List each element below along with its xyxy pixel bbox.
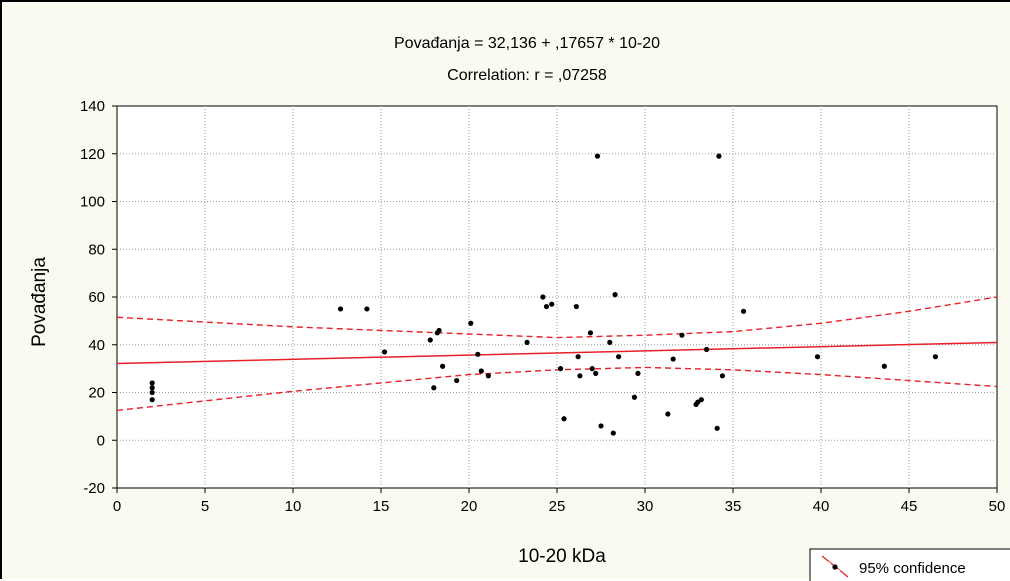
- y-tick-label: 100: [80, 194, 105, 211]
- regression-line: [116, 341, 998, 365]
- y-tick-label: 140: [80, 98, 105, 115]
- data-point: [468, 320, 474, 326]
- data-point: [932, 354, 939, 360]
- data-point: [557, 366, 564, 372]
- legend: 95% confidence: [809, 548, 1010, 581]
- data-point: [635, 370, 641, 376]
- data-point: [575, 354, 581, 360]
- y-tick-label: 80: [88, 241, 105, 258]
- data-point: [440, 363, 446, 369]
- confidence-lower: [116, 366, 998, 412]
- data-point: [485, 373, 491, 379]
- data-point: [589, 366, 595, 372]
- data-point: [612, 292, 618, 298]
- data-point: [714, 425, 720, 431]
- data-point: [364, 306, 370, 312]
- x-tick-label: 0: [113, 498, 121, 515]
- data-point: [337, 306, 344, 312]
- data-point: [679, 332, 685, 338]
- regression-fit: [116, 341, 998, 365]
- x-axis-ticks: 0 5 10 15 20 25 30 35 40 45 50: [113, 488, 1006, 515]
- x-tick-label: 50: [989, 498, 1006, 515]
- y-tick-label: 0: [97, 432, 105, 449]
- data-point: [665, 411, 671, 417]
- data-point: [561, 416, 567, 422]
- data-point: [598, 423, 604, 429]
- x-tick-label: 25: [549, 498, 566, 515]
- grid: [117, 106, 997, 488]
- x-tick-label: 10: [285, 498, 302, 515]
- confidence-band: [116, 296, 998, 412]
- y-axis-ticks: -20 0 20 40 60 80 100 120 140: [80, 98, 117, 497]
- y-tick-label: -20: [83, 480, 105, 497]
- y-tick-label: 120: [80, 146, 105, 163]
- data-point: [587, 330, 594, 336]
- data-point: [607, 339, 613, 345]
- data-points: [149, 153, 939, 436]
- data-point: [549, 301, 555, 307]
- data-point: [670, 356, 676, 362]
- data-point: [543, 303, 550, 310]
- data-point: [593, 370, 599, 376]
- confidence-upper: [116, 296, 998, 339]
- data-point: [381, 349, 388, 355]
- data-point: [577, 373, 583, 379]
- x-tick-label: 20: [461, 498, 478, 515]
- data-point: [716, 153, 722, 159]
- data-point: [631, 394, 638, 400]
- data-point: [573, 303, 579, 310]
- x-tick-label: 45: [901, 498, 918, 515]
- data-point: [478, 368, 484, 374]
- data-point: [704, 346, 710, 353]
- data-point: [594, 153, 601, 159]
- x-tick-label: 15: [373, 498, 390, 515]
- data-point: [475, 351, 481, 357]
- chart-title: Povađanja = 32,136 + ,17657 * 10-20: [394, 35, 660, 52]
- data-point: [436, 327, 442, 334]
- data-point: [149, 389, 155, 396]
- legend-box: [809, 548, 1010, 581]
- data-point: [881, 363, 887, 369]
- legend-label: 95% confidence: [859, 560, 966, 577]
- data-point: [719, 373, 726, 379]
- legend-swatch-point: [832, 564, 838, 570]
- data-point: [616, 354, 622, 360]
- x-tick-label: 30: [637, 498, 654, 515]
- data-point: [149, 380, 155, 386]
- data-point: [149, 385, 155, 391]
- data-point: [814, 354, 821, 360]
- data-point: [149, 397, 155, 403]
- y-tick-label: 20: [88, 385, 105, 402]
- data-point: [427, 337, 433, 343]
- x-tick-label: 35: [725, 498, 742, 515]
- data-point: [524, 339, 530, 345]
- data-point: [454, 377, 460, 384]
- y-tick-label: 60: [88, 289, 105, 306]
- data-point: [431, 385, 437, 391]
- data-point: [540, 294, 546, 300]
- x-axis-title: 10-20 kDa: [518, 546, 606, 567]
- data-point: [610, 430, 616, 436]
- chart-subtitle: Correlation: r = ,07258: [447, 67, 607, 84]
- y-tick-label: 40: [88, 337, 105, 354]
- data-point: [698, 397, 704, 403]
- data-point: [740, 308, 747, 314]
- x-tick-label: 40: [813, 498, 830, 515]
- y-axis-title: Povađanja: [29, 257, 50, 347]
- x-tick-label: 5: [201, 498, 209, 515]
